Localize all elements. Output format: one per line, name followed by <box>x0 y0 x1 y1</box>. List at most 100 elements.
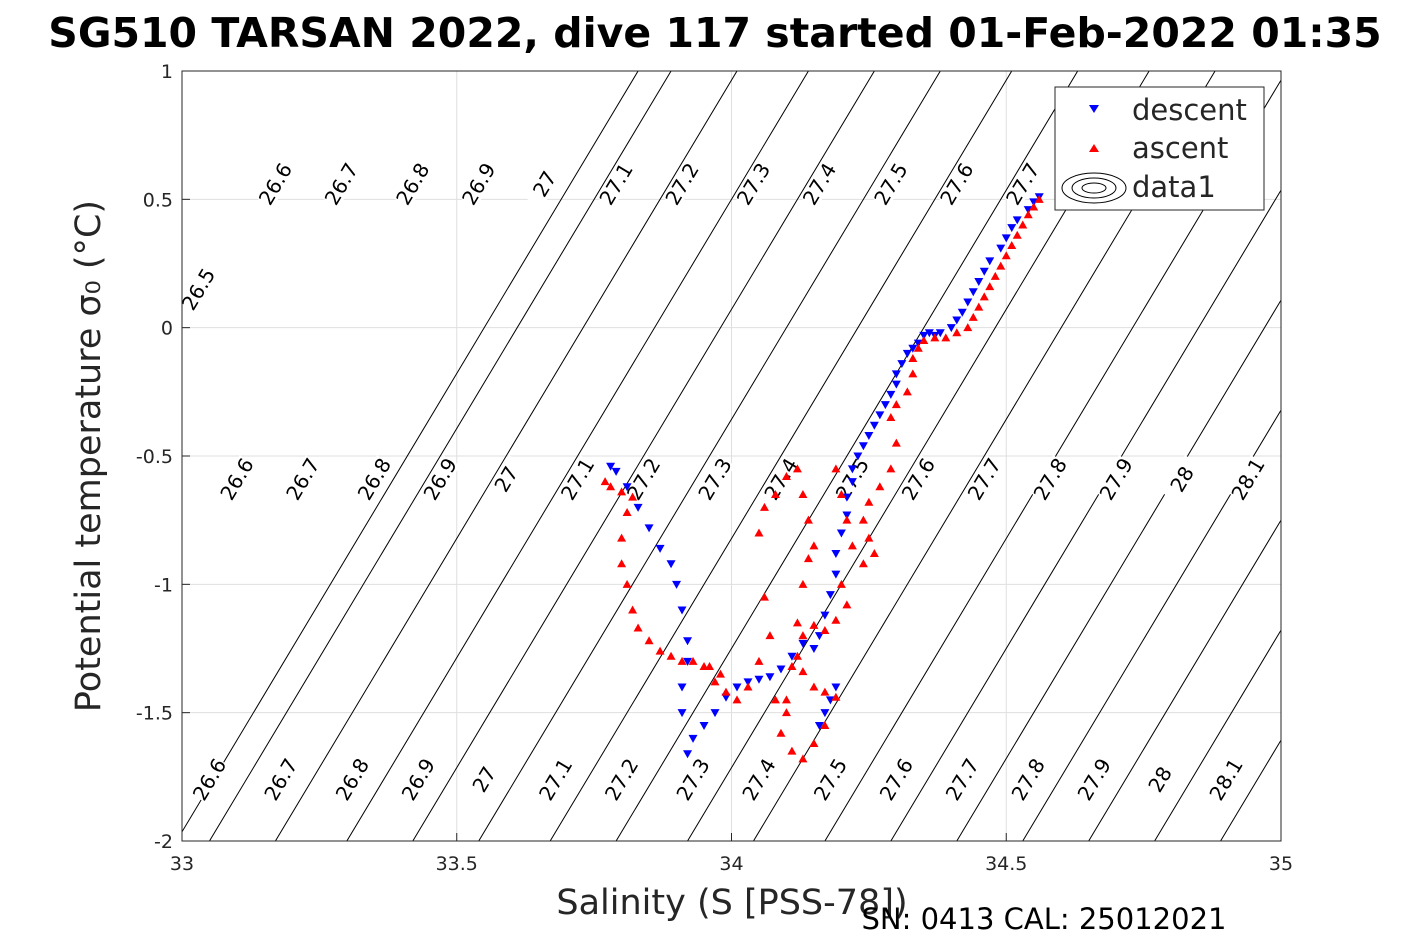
descent-point <box>858 442 868 451</box>
descent-point <box>743 678 753 687</box>
ascent-point <box>787 661 797 670</box>
descent-point <box>880 401 890 410</box>
legend: descent ascent data1 <box>1054 86 1265 211</box>
ascent-point <box>831 615 841 624</box>
descent-point <box>710 709 720 718</box>
descent-point <box>820 709 830 718</box>
ascent-point <box>1029 202 1039 211</box>
y-tick-label: -1 <box>154 574 173 596</box>
descent-point <box>831 570 841 579</box>
descent-point <box>765 673 775 682</box>
descent-point <box>957 308 967 317</box>
ascent-point <box>622 507 632 516</box>
ascent-point <box>776 728 786 737</box>
descent-point <box>1029 198 1039 207</box>
ascent-point <box>869 549 879 558</box>
footer-serial-cal: SN: 0413 CAL: 25012021 <box>862 902 1227 936</box>
legend-ascent-label: ascent <box>1132 131 1228 165</box>
descent-point <box>699 722 709 730</box>
ascent-point <box>1007 241 1017 250</box>
ascent-point <box>688 656 698 665</box>
descent-point <box>842 493 852 502</box>
ascent-point <box>820 687 830 696</box>
ascent-point <box>836 490 846 498</box>
isopycnal-line <box>412 71 875 841</box>
ascent-point <box>792 618 802 627</box>
descent-point <box>891 370 901 379</box>
ascent-point <box>902 387 912 396</box>
ascent-point <box>990 271 1000 280</box>
descent-point <box>1023 206 1033 215</box>
ascent-point <box>765 631 775 640</box>
ascent-point <box>941 333 951 342</box>
ascent-point <box>809 620 819 629</box>
ascent-point <box>858 515 868 524</box>
descent-point <box>655 544 665 553</box>
ascent-point <box>622 579 632 588</box>
descent-point <box>963 298 973 307</box>
ascent-point <box>705 661 715 670</box>
ascent-point <box>864 497 874 506</box>
descent-point <box>869 421 879 430</box>
descent-point <box>1007 224 1017 233</box>
descent-point <box>985 257 995 266</box>
ascent-point <box>864 533 874 542</box>
ascent-point <box>820 626 830 635</box>
descent-point <box>666 560 676 569</box>
descent-point <box>677 709 687 718</box>
descent-point <box>683 637 693 646</box>
isopycnal-line <box>549 71 1013 841</box>
descent-point <box>732 683 742 692</box>
ascent-point <box>754 528 764 537</box>
isopycnal-line <box>1022 409 1281 841</box>
ascent-point <box>617 487 627 496</box>
ascent-point <box>716 669 726 678</box>
ascent-point <box>836 579 846 588</box>
legend-data1-marker <box>1061 172 1127 204</box>
ascent-point <box>677 656 687 665</box>
ascent-point <box>952 328 962 337</box>
descent-point <box>902 349 912 358</box>
descent-point <box>897 360 907 369</box>
descent-point <box>677 606 687 615</box>
descent-point <box>814 722 824 730</box>
descent-point <box>847 465 857 474</box>
y-tick-label: 1 <box>161 61 173 83</box>
isopycnal-line <box>478 71 941 841</box>
x-axis-ticks: 33 33.5 34 34.5 35 <box>170 833 1293 875</box>
ascent-point <box>759 502 769 511</box>
ascent-point <box>930 333 940 342</box>
x-axis-label: Salinity (S [PSS-78]) <box>556 883 907 923</box>
ascent-point <box>809 541 819 550</box>
ascent-point <box>628 605 638 614</box>
ascent-point <box>781 695 791 704</box>
ascent-point <box>1023 210 1033 219</box>
ascent-point <box>831 464 841 473</box>
descent-point <box>996 244 1006 253</box>
isopycnal-line <box>615 71 1079 841</box>
legend-descent-label: descent <box>1132 93 1247 127</box>
descent-point <box>952 316 962 325</box>
ascent-point <box>996 261 1006 270</box>
ascent-point <box>908 353 918 362</box>
legend-ascent-marker <box>1089 144 1099 152</box>
x-tick-label: 34 <box>719 853 743 875</box>
ascent-point <box>798 490 808 498</box>
descent-point <box>946 324 956 333</box>
descent-point <box>935 329 945 338</box>
descent-point <box>798 639 808 648</box>
descent-point <box>622 483 632 492</box>
descent-point <box>886 390 896 399</box>
ascent-point <box>842 600 852 609</box>
ascent-point <box>886 464 896 473</box>
ascent-point <box>633 623 643 632</box>
ascent-point <box>809 682 819 691</box>
ascent-point <box>1034 194 1044 203</box>
isopycnal-line <box>956 299 1281 841</box>
ascent-point <box>781 708 791 717</box>
isopycnal-line <box>209 71 672 841</box>
descent-point <box>787 652 797 661</box>
ascent-point <box>743 682 753 691</box>
descent-point <box>831 683 841 692</box>
